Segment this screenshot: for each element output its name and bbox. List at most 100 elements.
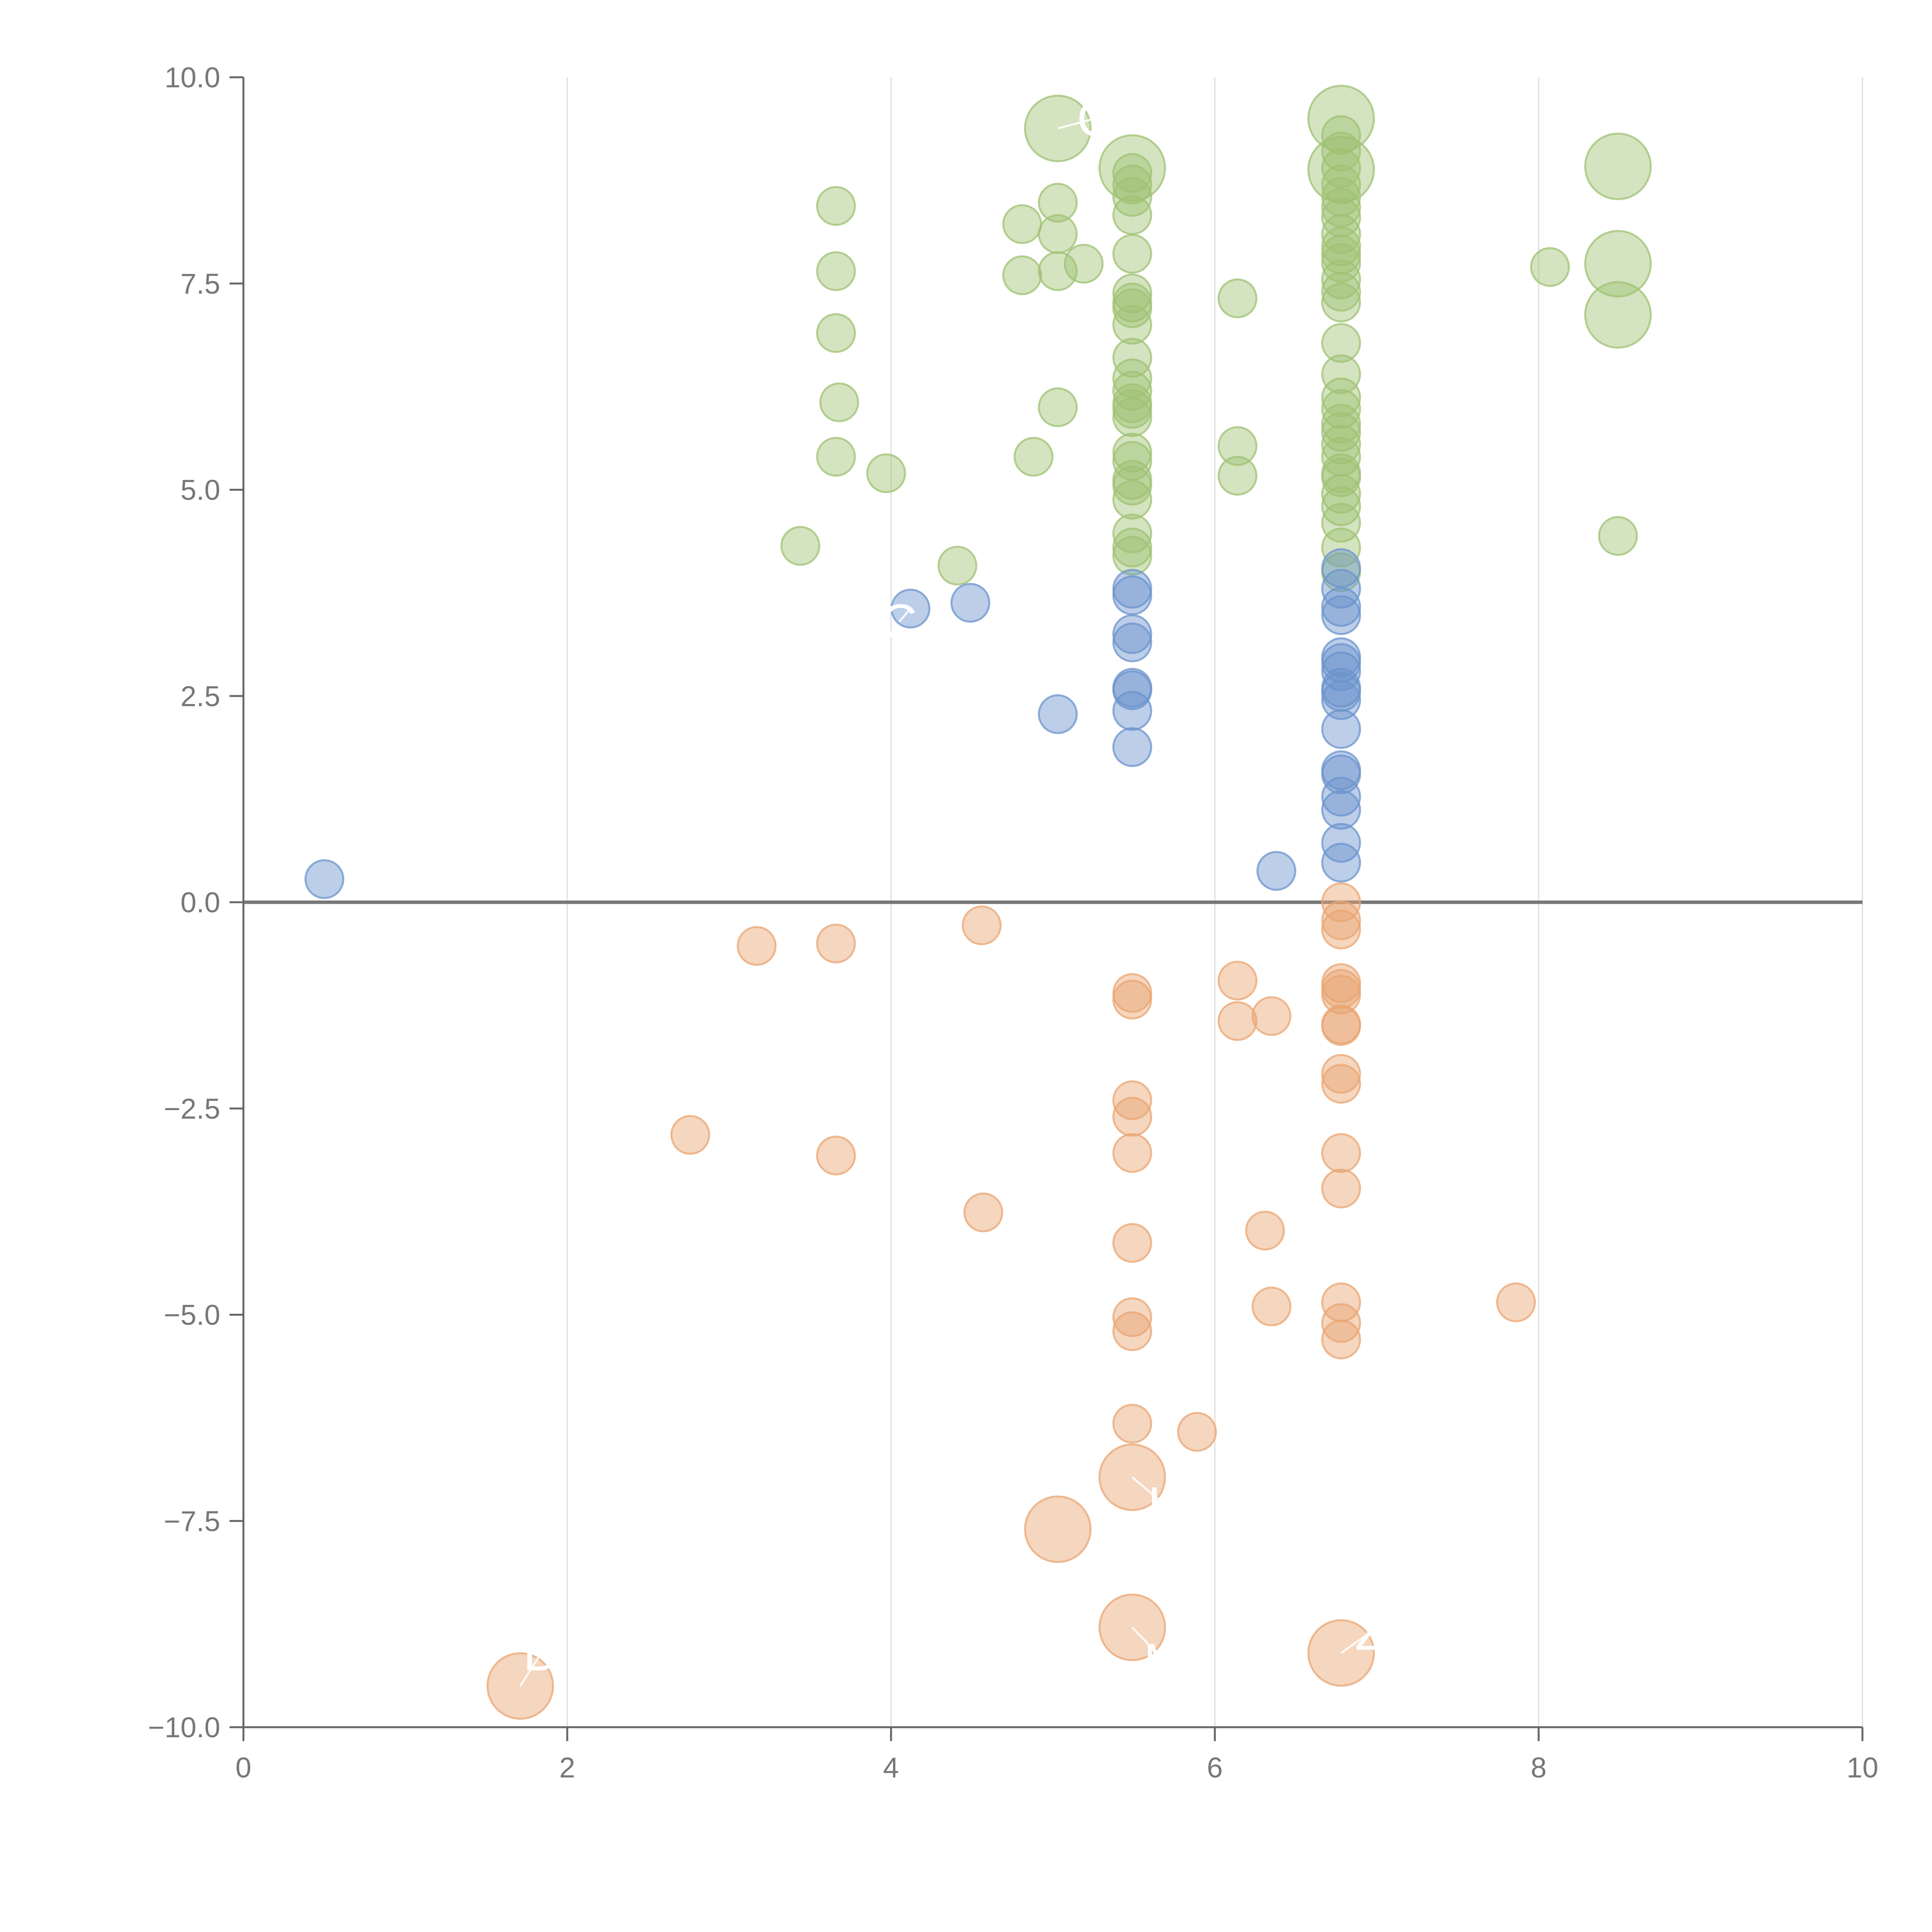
high-bubble xyxy=(1321,272,1361,312)
high-bubble xyxy=(1321,474,1361,514)
high-bubble xyxy=(1112,514,1152,554)
y-tick-label: 7.5 xyxy=(180,268,220,300)
x-tick-label: 4 xyxy=(883,1752,899,1784)
x-tick-label: 10 xyxy=(1847,1752,1878,1784)
high-bubble xyxy=(1002,204,1042,244)
high-bubble xyxy=(819,382,859,422)
high-bubble xyxy=(1321,486,1361,526)
annotation-leader xyxy=(1340,1631,1371,1654)
low-bubble xyxy=(1321,1320,1361,1360)
y-tick-label: −10.0 xyxy=(148,1711,220,1743)
mid-bubble xyxy=(1321,843,1361,883)
low-bubble xyxy=(1252,996,1292,1036)
y-tick-label: 0.0 xyxy=(180,886,220,918)
high-bubble xyxy=(1321,259,1361,299)
high-bubble xyxy=(1112,480,1152,520)
mid-bubble xyxy=(1321,587,1361,627)
low-bubble xyxy=(963,1192,1003,1233)
annotation-leader xyxy=(1131,1476,1165,1505)
high-bubble xyxy=(1112,536,1152,576)
low-bubble xyxy=(1024,1495,1092,1563)
mid-bubble xyxy=(950,583,990,623)
low-bubble xyxy=(670,1115,710,1155)
high-bubble xyxy=(1098,134,1166,202)
y-tick-label: −7.5 xyxy=(164,1505,220,1537)
high-bubble xyxy=(1014,437,1054,477)
high-bubble xyxy=(780,526,820,566)
high-bubble xyxy=(937,546,978,586)
high-bubble xyxy=(1112,397,1152,437)
high-bubble xyxy=(1584,133,1652,200)
high-bubble xyxy=(1321,412,1361,452)
y-tick-label: −5.0 xyxy=(164,1299,220,1331)
high-bubble xyxy=(1002,255,1042,295)
low-bubble xyxy=(1321,1303,1361,1343)
low-bubble xyxy=(1112,1311,1152,1351)
annotation-label: D xyxy=(523,1625,560,1681)
high-bubble xyxy=(1112,195,1152,235)
low-bubble xyxy=(1321,1133,1361,1173)
low-bubble xyxy=(1321,1064,1361,1104)
high-bubble xyxy=(1064,244,1104,284)
x-tick-label: 6 xyxy=(1207,1752,1223,1784)
axes-layer: 10.0 7.5 5.0 2.5 0.0 −2.5 −5.0 −7.5 −10.0 0 2 4 6 8 10 xyxy=(148,61,1878,1784)
high-bubble xyxy=(1321,282,1361,323)
low-bubble xyxy=(1321,1054,1361,1094)
high-bubble xyxy=(1584,281,1652,349)
high-bubble xyxy=(1321,503,1361,543)
high-bubble xyxy=(1112,338,1152,378)
high-bubble xyxy=(816,437,856,477)
low-bubble xyxy=(1321,909,1361,949)
annotation-leader xyxy=(1057,117,1095,129)
mid-bubble xyxy=(1321,680,1361,720)
high-bubble xyxy=(1307,85,1375,153)
high-bubble xyxy=(1321,148,1361,188)
high-bubble xyxy=(866,453,906,493)
mid-bubble xyxy=(1112,614,1152,654)
mid-bubble xyxy=(1112,727,1152,767)
high-bubble xyxy=(1112,273,1152,313)
low-bubble xyxy=(1177,1412,1217,1452)
high-bubble xyxy=(1321,424,1361,464)
high-bubble xyxy=(816,251,856,291)
y-tick-label: 5.0 xyxy=(180,474,220,506)
points-layer xyxy=(304,85,1652,1720)
low-bubble xyxy=(1218,961,1258,1001)
high-bubble xyxy=(1112,527,1152,568)
annotation-leader xyxy=(1131,1626,1165,1662)
high-bubble xyxy=(1112,305,1152,345)
mid-bubble xyxy=(1112,691,1152,731)
high-bubble xyxy=(1321,226,1361,267)
high-bubble xyxy=(1038,387,1078,427)
mid-bubble xyxy=(1321,595,1361,635)
mid-bubble xyxy=(1321,651,1361,691)
high-bubble xyxy=(1321,323,1361,363)
high-bubble xyxy=(1112,153,1152,193)
low-bubble xyxy=(1112,1133,1152,1173)
annotation-leader xyxy=(898,608,912,622)
high-bubble xyxy=(1321,404,1361,444)
high-bubble xyxy=(1321,165,1361,205)
annotation-label: M xyxy=(1144,1633,1185,1689)
annotation-leader xyxy=(519,1652,543,1687)
mid-bubble xyxy=(1321,754,1361,794)
x-tick-label: 8 xyxy=(1531,1752,1546,1784)
mid-bubble xyxy=(304,859,344,899)
high-bubble xyxy=(1112,432,1152,473)
high-bubble xyxy=(1038,251,1078,291)
mid-bubble xyxy=(1112,575,1152,616)
low-bubble xyxy=(962,905,1002,946)
high-bubble xyxy=(1584,230,1652,298)
mid-bubble xyxy=(1112,670,1152,710)
annotation-label: C xyxy=(881,594,917,650)
mid-bubble xyxy=(1321,777,1361,817)
low-bubble xyxy=(816,1135,856,1175)
mid-bubble xyxy=(1321,709,1361,749)
low-bubble xyxy=(736,926,777,966)
high-bubble xyxy=(1112,165,1152,205)
high-bubble xyxy=(1598,516,1638,556)
low-bubble xyxy=(1112,1223,1152,1263)
high-bubble xyxy=(1112,466,1152,506)
